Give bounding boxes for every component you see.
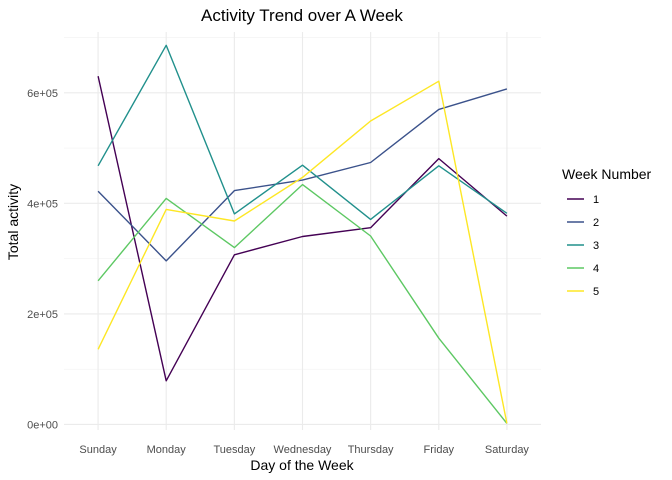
- legend-label-week-2: 2: [593, 217, 599, 229]
- x-tick-label: Thursday: [348, 444, 394, 456]
- y-tick-label: 2e+05: [27, 309, 58, 321]
- x-tick-label: Tuesday: [213, 444, 255, 456]
- series-line-week-5: [97, 80, 508, 424]
- series-lines: [97, 44, 508, 424]
- y-tick-label: 0e+00: [27, 419, 58, 431]
- x-tick-label: Friday: [424, 444, 455, 456]
- legend-label-week-1: 1: [593, 194, 599, 206]
- legend-label-week-5: 5: [593, 286, 599, 298]
- legend-items: 1 2 3 4 5: [567, 194, 599, 298]
- x-axis-ticks: Sunday Monday Tuesday Wednesday Thursday Frid…: [79, 444, 529, 456]
- series-line-week-2: [97, 88, 508, 262]
- x-tick-label: Monday: [147, 444, 187, 456]
- series-line-week-3: [97, 44, 508, 221]
- y-tick-label: 6e+05: [27, 88, 58, 100]
- legend: Week Number 1 2 3 4 5: [562, 166, 652, 298]
- x-tick-label: Saturday: [485, 444, 530, 456]
- grid-layer: [64, 32, 541, 430]
- x-tick-label: Sunday: [79, 444, 117, 456]
- y-axis-title: Total activity: [5, 184, 21, 260]
- x-axis-title: Day of the Week: [250, 457, 354, 473]
- series-line-week-1: [97, 76, 508, 382]
- series-line-week-4: [97, 183, 508, 424]
- chart-title: Activity Trend over A Week: [201, 6, 403, 25]
- legend-label-week-4: 4: [593, 263, 599, 275]
- y-axis-ticks: 0e+00 2e+05 4e+05 6e+05: [27, 88, 58, 432]
- x-tick-label: Wednesday: [274, 444, 332, 456]
- legend-label-week-3: 3: [593, 240, 599, 252]
- y-tick-label: 4e+05: [27, 198, 58, 210]
- legend-title: Week Number: [562, 166, 652, 182]
